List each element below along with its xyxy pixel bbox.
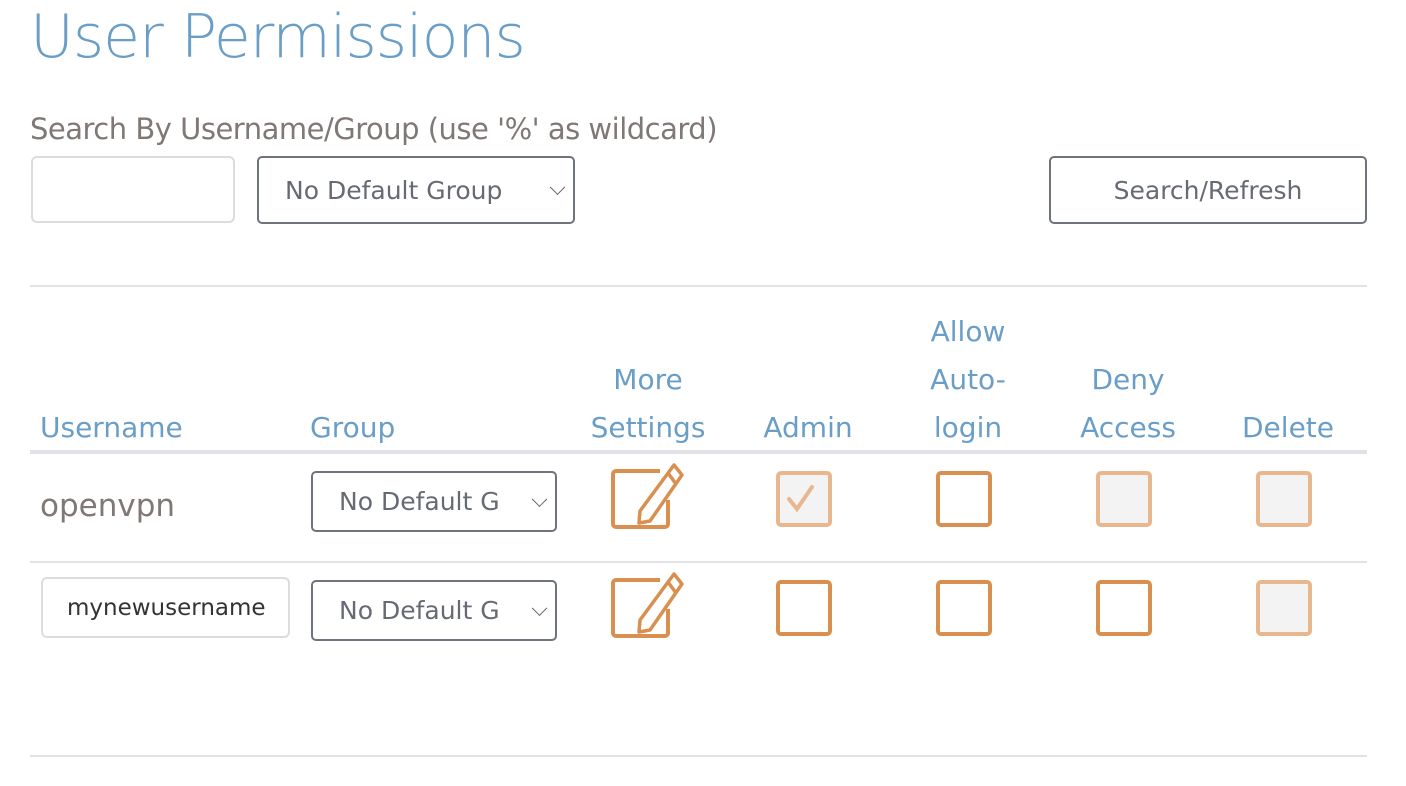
username-text: openvpn [40, 488, 176, 524]
chevron-down-icon [549, 179, 566, 196]
row-group-select[interactable]: No Default G [311, 580, 557, 641]
search-label: Search By Username/Group (use '%' as wil… [30, 112, 718, 146]
row-group-value: No Default G [339, 596, 500, 625]
deny-access-checkbox[interactable] [1096, 580, 1152, 636]
group-filter-value: No Default Group [285, 175, 503, 205]
chevron-down-icon [531, 599, 548, 616]
admin-checkbox[interactable] [776, 580, 832, 636]
header-admin: Admin [763, 411, 853, 444]
header-allow-autologin: Allow Auto-login [930, 315, 1006, 444]
deny-access-checkbox[interactable] [1096, 471, 1152, 527]
row-divider [30, 561, 1367, 563]
row-group-value: No Default G [339, 487, 500, 516]
header-more-settings: More Settings [590, 363, 706, 444]
admin-checkbox[interactable] [776, 471, 832, 527]
edit-settings-icon[interactable] [610, 572, 686, 638]
delete-checkbox[interactable] [1256, 580, 1312, 636]
allow-autologin-checkbox[interactable] [936, 580, 992, 636]
header-deny-access: Deny Access [1080, 363, 1176, 444]
allow-autologin-checkbox[interactable] [936, 471, 992, 527]
header-delete: Delete [1242, 411, 1334, 444]
group-filter-select[interactable]: No Default Group [257, 156, 575, 224]
header-username: Username [40, 411, 183, 444]
checkmark-icon [787, 485, 814, 513]
page-title: User Permissions [30, 2, 526, 72]
bottom-divider [30, 755, 1367, 757]
edit-settings-icon[interactable] [610, 463, 686, 529]
search-refresh-button[interactable]: Search/Refresh [1049, 156, 1367, 224]
divider [30, 285, 1367, 287]
header-divider [30, 450, 1367, 454]
new-username-input[interactable]: mynewusername [41, 577, 290, 638]
delete-checkbox[interactable] [1256, 471, 1312, 527]
search-input[interactable] [31, 156, 235, 223]
header-group: Group [310, 411, 396, 444]
row-group-select[interactable]: No Default G [311, 471, 557, 532]
chevron-down-icon [531, 490, 548, 507]
